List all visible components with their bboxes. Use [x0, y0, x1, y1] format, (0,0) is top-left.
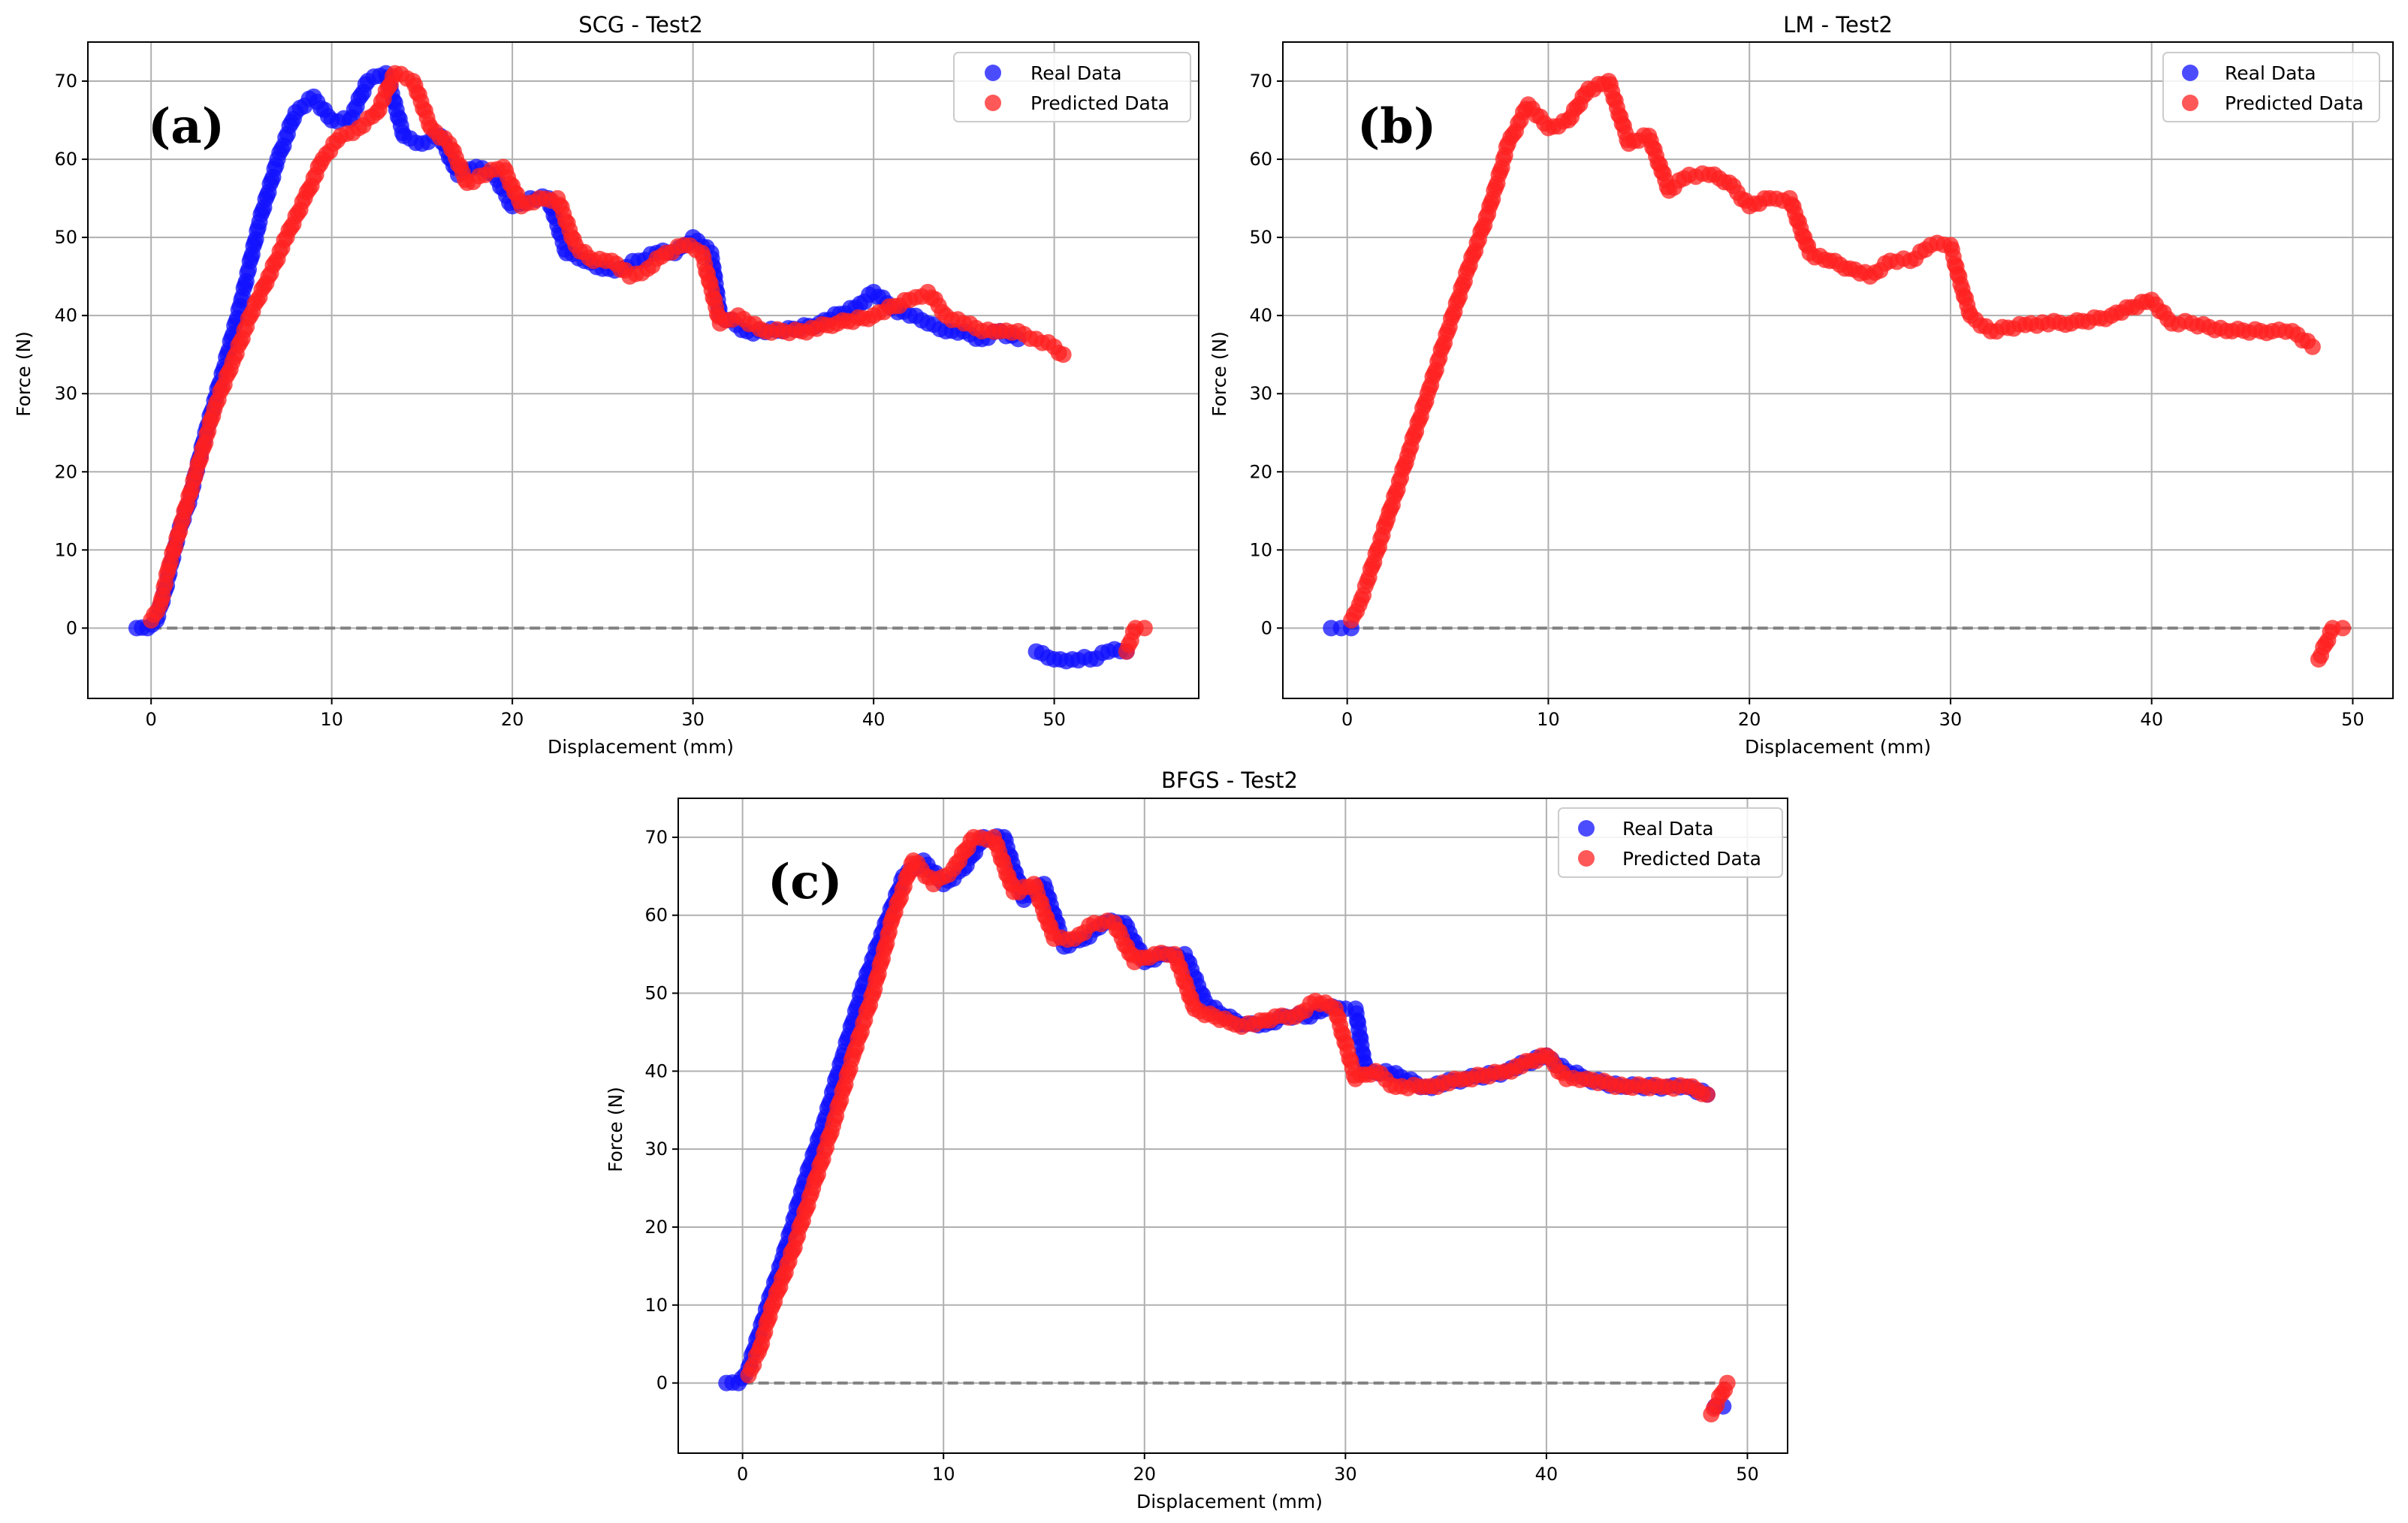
panel-a-predicted-point	[1055, 346, 1072, 363]
panel-a-legend-predicted-label: Predicted Data	[1030, 92, 1169, 114]
panel-c-xtick-label-50: 50	[1736, 1464, 1759, 1485]
panel-a-predicted-point	[1136, 620, 1153, 637]
panel-b-ytick-label-40: 40	[1249, 305, 1272, 326]
panel-b: LM - Test2 0 10 20 30 40 50 0 10 20 30 40 50 60 70 Di…	[1209, 12, 2394, 758]
panel-c-letter: (c)	[768, 854, 843, 910]
panel-c-frame	[677, 798, 1788, 1454]
panel-c-ytick-label-50: 50	[644, 983, 668, 1004]
panel-c-xtick-label-0: 0	[737, 1464, 748, 1485]
panel-a-ylabel: Force (N)	[13, 331, 35, 417]
panel-a-xlabel: Displacement (mm)	[548, 736, 734, 758]
panel-a-ytick-label-60: 60	[54, 149, 77, 170]
panel-b-predicted-point	[2304, 338, 2321, 355]
panel-c-ytick-label-10: 10	[644, 1295, 668, 1316]
panel-c-legend-real-label: Real Data	[1622, 818, 1714, 840]
panel-b-xtick-label-0: 0	[1341, 709, 1353, 730]
panel-c-xtick-label-30: 30	[1334, 1464, 1357, 1485]
panel-c-xtick-label-10: 10	[932, 1464, 955, 1485]
panel-c-xtick-label-20: 20	[1133, 1464, 1156, 1485]
panel-b-xtick-label-50: 50	[2341, 709, 2364, 730]
panel-a-ytick-label-20: 20	[54, 461, 77, 482]
panel-b-series-predicted	[1343, 73, 2352, 668]
panel-c-legend-box	[1558, 807, 1783, 878]
panel-c: BFGS - Test2 0 10 20 30 40 50010203040506070 …	[605, 768, 1788, 1512]
panel-a: SCG - Test2 0 10 20 30 40 50 0 10 20 30 40 50 60 70 D…	[13, 12, 1199, 758]
panel-b-ytick-label-10: 10	[1249, 539, 1272, 560]
panel-b-xtick-label-20: 20	[1738, 709, 1761, 730]
panel-a-ytick-label-50: 50	[54, 227, 77, 248]
panel-b-predicted-point	[2334, 620, 2352, 637]
panel-b-legend-predicted-label: Predicted Data	[2225, 92, 2364, 114]
panel-a-legend-real-marker	[985, 65, 1001, 81]
panel-a-letter: (a)	[148, 98, 225, 155]
panel-c-legend-predicted-label: Predicted Data	[1622, 848, 1761, 870]
panel-a-xtick-label-10: 10	[320, 709, 343, 730]
panel-c-xtick-label-40: 40	[1535, 1464, 1559, 1485]
panel-a-ytick-label-0: 0	[66, 617, 77, 638]
panel-c-legend-real-marker	[1578, 820, 1595, 837]
panel-c-ylabel: Force (N)	[605, 1087, 626, 1172]
panel-a-xtick-label-30: 30	[681, 709, 705, 730]
panel-a-ytick-label-30: 30	[54, 383, 77, 404]
panel-c-legend-predicted-marker	[1578, 850, 1595, 867]
panel-b-ylabel: Force (N)	[1209, 331, 1230, 417]
panel-c-ytick-label-60: 60	[644, 905, 668, 926]
panel-a-legend-real-label: Real Data	[1030, 62, 1122, 84]
panel-b-legend: Real Data Predicted Data	[2162, 52, 2380, 122]
panel-c-series-real	[718, 828, 1732, 1415]
panel-a-ytick-label-10: 10	[54, 539, 77, 560]
panel-b-ytick-label-30: 30	[1249, 383, 1272, 404]
panel-b-ytick-label-0: 0	[1261, 617, 1272, 638]
panel-a-plot-area: 0 10 20 30 40 50 0 10 20 30 40 50 60 70	[54, 41, 1199, 730]
panel-b-plot-area: 0 10 20 30 40 50 0 10 20 30 40 50 60 70	[1249, 41, 2394, 730]
panel-a-xtick-label-0: 0	[146, 709, 157, 730]
panel-a-ytick-label-70: 70	[54, 71, 77, 92]
panel-c-ytick-label-40: 40	[644, 1060, 668, 1081]
panel-a-series-predicted	[143, 65, 1153, 660]
panel-a-title: SCG - Test2	[578, 12, 703, 38]
panel-b-legend-real-marker	[2182, 65, 2198, 81]
panel-b-xtick-label-10: 10	[1537, 709, 1560, 730]
panel-a-ytick-label-40: 40	[54, 305, 77, 326]
panel-c-xlabel: Displacement (mm)	[1136, 1491, 1323, 1512]
panel-a-legend-predicted-marker	[985, 95, 1001, 111]
panel-c-predicted-point	[1698, 1086, 1715, 1103]
panel-a-xtick-label-20: 20	[501, 709, 524, 730]
panel-a-series-real	[128, 65, 1135, 670]
panel-a-legend-box	[953, 52, 1191, 122]
panel-c-title: BFGS - Test2	[1161, 768, 1298, 793]
panel-a-xtick-label-40: 40	[862, 709, 886, 730]
panel-b-legend-predicted-marker	[2182, 95, 2198, 111]
panel-b-ytick-label-70: 70	[1249, 71, 1272, 92]
panel-b-letter: (b)	[1357, 98, 1436, 155]
panel-c-ytick-label-0: 0	[656, 1373, 668, 1394]
panel-c-ytick-label-70: 70	[644, 827, 668, 848]
panel-c-ytick-label-20: 20	[644, 1217, 668, 1238]
panel-a-legend: Real Data Predicted Data	[953, 52, 1191, 122]
panel-b-ytick-label-20: 20	[1249, 461, 1272, 482]
panel-c-ytick-label-30: 30	[644, 1138, 668, 1160]
panel-b-ytick-label-50: 50	[1249, 227, 1272, 248]
panel-b-xtick-label-40: 40	[2140, 709, 2163, 730]
panel-c-legend: Real Data Predicted Data	[1558, 807, 1783, 878]
panel-a-frame	[87, 41, 1199, 699]
panel-a-xtick-label-50: 50	[1043, 709, 1066, 730]
panel-b-frame	[1282, 41, 2394, 699]
panel-b-legend-real-label: Real Data	[2225, 62, 2316, 84]
panel-b-title: LM - Test2	[1783, 12, 1893, 38]
panel-b-ytick-label-60: 60	[1249, 149, 1272, 170]
panel-c-plot-area: 0 10 20 30 40 50 0 10 20 30 40 50 60 70	[644, 798, 1788, 1485]
panel-c-series-predicted	[740, 828, 1736, 1423]
panel-b-xlabel: Displacement (mm)	[1745, 736, 1931, 758]
panel-b-xtick-label-30: 30	[1939, 709, 1963, 730]
panel-c-predicted-point	[1718, 1374, 1736, 1392]
panel-b-legend-box	[2162, 52, 2380, 122]
